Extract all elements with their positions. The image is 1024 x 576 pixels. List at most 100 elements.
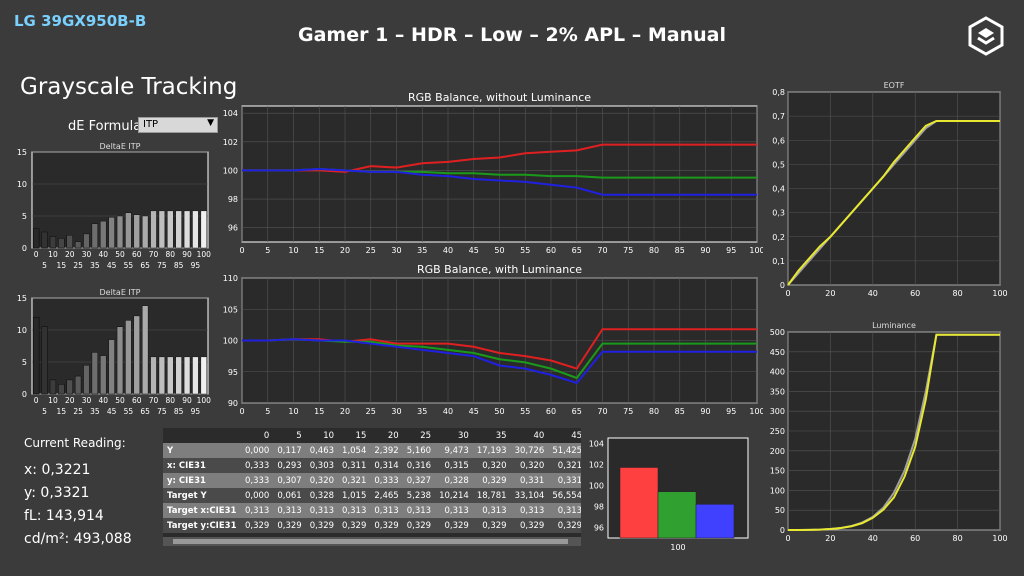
x-tick-label: 80 bbox=[649, 246, 659, 255]
table-cell: 0,329 bbox=[510, 518, 549, 533]
x-tick-label: 25 bbox=[73, 407, 83, 416]
x-tick-label: 55 bbox=[124, 407, 134, 416]
table-scrollbar[interactable] bbox=[163, 537, 581, 546]
y-tick-label: 98 bbox=[228, 195, 238, 204]
chart-title: DeltaE ITP bbox=[99, 288, 140, 297]
bar bbox=[133, 315, 140, 395]
table-cell: 0,320 bbox=[510, 458, 549, 473]
x-tick-label: 40 bbox=[443, 407, 453, 416]
x-tick-label: 10 bbox=[288, 246, 298, 255]
bar bbox=[200, 356, 207, 395]
bar bbox=[58, 238, 65, 249]
x-tick-label: 15 bbox=[314, 246, 324, 255]
table-cell: 0,315 bbox=[435, 458, 473, 473]
table-column-header: 35 bbox=[472, 428, 511, 443]
y-tick-label: 105 bbox=[223, 305, 238, 314]
y-tick-label: 90 bbox=[228, 399, 238, 408]
x-tick-label: 90 bbox=[700, 407, 710, 416]
x-tick-label: 30 bbox=[82, 396, 92, 405]
bar bbox=[49, 236, 57, 249]
x-tick-label: 100 bbox=[749, 407, 763, 416]
x-tick-label: 70 bbox=[149, 396, 159, 405]
x-tick-label: 0 bbox=[34, 396, 39, 405]
x-tick-label: 95 bbox=[726, 407, 736, 416]
y-tick-label: 0 bbox=[22, 390, 27, 399]
bar bbox=[183, 356, 191, 395]
chart-title: RGB Balance, with Luminance bbox=[417, 263, 582, 276]
x-tick-label: 5 bbox=[42, 261, 47, 270]
x-tick-label: 25 bbox=[73, 261, 83, 270]
y-tick-label: 0 bbox=[780, 281, 785, 290]
table-cell: 0,313 bbox=[370, 503, 403, 518]
table-cell: 51,425 bbox=[548, 443, 581, 458]
table-cell: 0,313 bbox=[338, 503, 371, 518]
x-tick-label: 100 bbox=[670, 543, 685, 552]
y-tick-label: 104 bbox=[589, 439, 604, 448]
bar-green bbox=[657, 491, 697, 539]
x-tick-label: 50 bbox=[494, 246, 504, 255]
formula-label: dE Formula: bbox=[68, 119, 146, 134]
x-tick-label: 45 bbox=[107, 261, 117, 270]
y-tick-label: 0 bbox=[780, 526, 785, 535]
bar bbox=[142, 215, 149, 249]
x-tick-label: 80 bbox=[953, 534, 963, 543]
table-cell: 0,329 bbox=[435, 518, 473, 533]
table-cell: 0,293 bbox=[273, 458, 306, 473]
table-cell: 56,554 bbox=[548, 488, 581, 503]
x-tick-label: 60 bbox=[546, 246, 556, 255]
table-cell: 0,314 bbox=[370, 458, 403, 473]
x-tick-label: 85 bbox=[174, 407, 184, 416]
bar bbox=[167, 210, 174, 249]
bar bbox=[183, 210, 191, 249]
scrollbar-thumb[interactable] bbox=[173, 539, 568, 544]
x-tick-label: 0 bbox=[785, 289, 790, 298]
table-cell: 0,333 bbox=[241, 458, 274, 473]
y-tick-label: 0,8 bbox=[772, 88, 785, 97]
y-tick-label: 96 bbox=[228, 224, 238, 233]
table-cell: 0,329 bbox=[548, 518, 581, 533]
bar-red bbox=[619, 467, 659, 539]
x-tick-label: 90 bbox=[700, 246, 710, 255]
table-row-label: y: CIE31 bbox=[163, 473, 241, 488]
bar bbox=[83, 364, 90, 395]
table-cell: 1,015 bbox=[338, 488, 371, 503]
table-cell: 0,463 bbox=[305, 443, 339, 458]
chart-title: DeltaE ITP bbox=[99, 142, 140, 151]
x-tick-label: 80 bbox=[166, 250, 176, 259]
x-tick-label: 25 bbox=[366, 407, 376, 416]
x-tick-label: 100 bbox=[992, 534, 1007, 543]
x-tick-label: 90 bbox=[182, 250, 192, 259]
formula-select[interactable]: ITP ▼ bbox=[138, 117, 218, 133]
x-tick-label: 35 bbox=[417, 246, 427, 255]
table-cell: 2,465 bbox=[370, 488, 403, 503]
table-cell: 0,313 bbox=[273, 503, 306, 518]
x-tick-label: 70 bbox=[597, 407, 607, 416]
series-line-yellow bbox=[787, 333, 1000, 531]
x-tick-label: 60 bbox=[546, 407, 556, 416]
x-tick-label: 65 bbox=[572, 246, 582, 255]
table-cell: 0,328 bbox=[305, 488, 339, 503]
table-cell: 0,313 bbox=[510, 503, 549, 518]
x-tick-label: 75 bbox=[157, 407, 167, 416]
x-tick-label: 20 bbox=[825, 289, 835, 298]
x-tick-label: 10 bbox=[288, 407, 298, 416]
reading-y: y: 0,3321 bbox=[24, 485, 90, 501]
table-column-header: 15 bbox=[338, 428, 371, 443]
y-tick-label: 104 bbox=[223, 109, 238, 118]
x-tick-label: 75 bbox=[623, 407, 633, 416]
y-tick-label: 200 bbox=[770, 447, 785, 456]
x-tick-label: 0 bbox=[34, 250, 39, 259]
x-tick-label: 75 bbox=[157, 261, 167, 270]
y-tick-label: 5 bbox=[22, 358, 27, 367]
x-tick-label: 60 bbox=[910, 289, 920, 298]
y-tick-label: 100 bbox=[770, 486, 785, 495]
x-tick-label: 40 bbox=[443, 246, 453, 255]
table-cell: 0,329 bbox=[305, 518, 339, 533]
x-tick-label: 40 bbox=[868, 534, 878, 543]
y-tick-label: 5 bbox=[22, 212, 27, 221]
table-column-header: 5 bbox=[273, 428, 306, 443]
bar bbox=[200, 210, 207, 249]
bar bbox=[91, 352, 98, 395]
